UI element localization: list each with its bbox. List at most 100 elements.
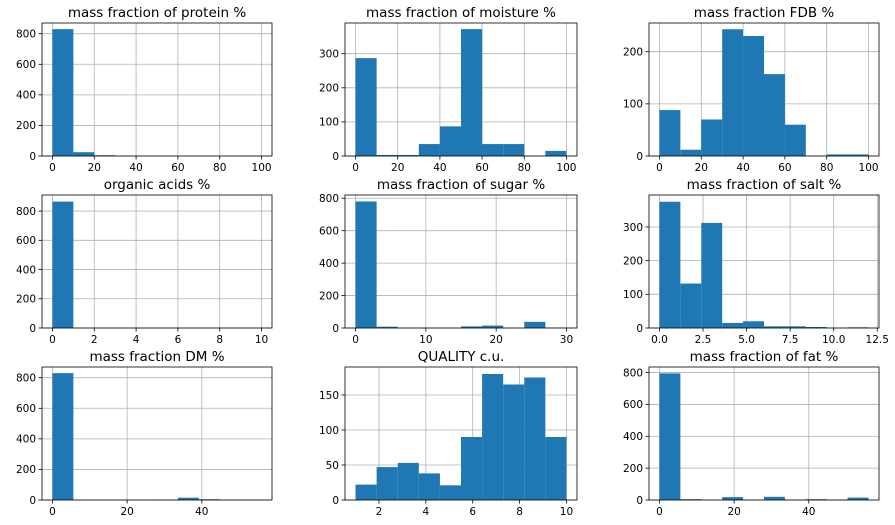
y-tick-label: 200	[623, 255, 643, 267]
histogram-bar	[743, 321, 764, 328]
axes-frame	[41, 366, 273, 501]
histogram-bar	[659, 110, 681, 156]
histogram-bar	[461, 326, 483, 328]
y-tick-label: 0	[29, 151, 36, 163]
axes-frame	[648, 194, 880, 329]
x-tick-label: 0	[49, 506, 56, 518]
y-tick-label: 300	[623, 222, 643, 234]
axes-frame	[344, 22, 578, 157]
histogram-bar	[524, 377, 546, 500]
histogram-bar	[680, 283, 702, 328]
histogram-bar	[784, 326, 806, 328]
x-tick-label: 80	[213, 162, 226, 174]
subplot-5: 0 10 20 30 0 200 400 600 800 mass fraction of sug…	[319, 177, 578, 346]
histogram-bar	[701, 119, 723, 156]
histogram-bar	[743, 36, 764, 156]
histogram-bar	[764, 74, 785, 156]
y-tick-label: 400	[319, 258, 339, 270]
axes-frame	[41, 22, 273, 157]
histogram-bar	[482, 325, 504, 328]
histogram-bar	[826, 154, 848, 156]
subplot-2: 0 20 40 60 80 100 0 100 200 300 mass fraction of m…	[319, 5, 578, 174]
x-tick-label: 100	[859, 162, 879, 174]
histogram-bar	[805, 326, 827, 328]
y-tick-label: 600	[16, 403, 36, 415]
histogram-bar	[524, 321, 546, 328]
x-tick-label: 40	[129, 162, 142, 174]
x-tick-label: 0	[656, 506, 663, 518]
histogram-bar	[482, 144, 504, 156]
y-tick-label: 0	[636, 495, 643, 507]
subplot-title: mass fraction FDB %	[694, 5, 835, 21]
histogram-bar	[764, 326, 785, 328]
y-tick-label: 800	[16, 29, 36, 41]
x-tick-label: 4	[133, 334, 140, 346]
histogram-bar	[52, 373, 74, 500]
x-tick-label: 12.5	[866, 334, 889, 346]
histogram-bar	[52, 29, 74, 156]
x-tick-label: 60	[171, 162, 184, 174]
x-tick-label: 8	[516, 506, 523, 518]
axes-frame	[648, 366, 880, 501]
x-tick-label: 5.0	[738, 334, 755, 346]
subplot-title: mass fraction of moisture %	[366, 5, 556, 21]
subplot-title: mass fraction DM %	[89, 349, 224, 365]
axes-frame	[344, 194, 578, 329]
histogram-bar	[503, 144, 525, 156]
y-tick-label: 400	[623, 431, 643, 443]
y-tick-label: 200	[623, 463, 643, 475]
y-tick-label: 400	[16, 434, 36, 446]
x-tick-label: 0.0	[651, 334, 668, 346]
y-tick-label: 800	[319, 193, 339, 205]
x-tick-label: 2.5	[695, 334, 712, 346]
histogram-bar	[397, 154, 419, 156]
histogram-bar	[545, 150, 567, 156]
subplot-3: 0 20 40 60 80 100 0 100 200 mass fraction FDB %	[623, 5, 880, 174]
y-tick-label: 200	[623, 46, 643, 58]
subplot-title: mass fraction of protein %	[68, 5, 247, 21]
y-tick-label: 0	[29, 495, 36, 507]
x-tick-label: 2	[376, 506, 383, 518]
y-tick-label: 200	[319, 290, 339, 302]
y-tick-label: 100	[623, 289, 643, 301]
x-tick-label: 20	[391, 162, 404, 174]
x-tick-label: 20	[120, 506, 133, 518]
y-tick-label: 400	[16, 90, 36, 102]
histogram-bar	[701, 222, 723, 328]
subplot-title: mass fraction of sugar %	[377, 177, 546, 193]
x-tick-label: 6	[175, 334, 182, 346]
y-tick-label: 600	[16, 235, 36, 247]
histogram-bar	[722, 497, 744, 500]
x-tick-label: 40	[736, 162, 749, 174]
histogram-bar	[52, 201, 74, 328]
histogram-bar	[418, 144, 440, 156]
y-tick-label: 200	[319, 83, 339, 95]
y-tick-label: 600	[319, 225, 339, 237]
x-tick-label: 10	[419, 334, 432, 346]
histogram-bar	[482, 374, 504, 500]
y-tick-label: 200	[16, 120, 36, 132]
y-tick-label: 200	[16, 294, 36, 306]
histogram-bar	[177, 497, 199, 500]
subplot-title: mass fraction of salt %	[687, 177, 842, 193]
x-tick-label: 0	[656, 162, 663, 174]
histogram-bar	[503, 384, 525, 500]
y-tick-label: 0	[332, 151, 339, 163]
x-tick-label: 20	[88, 162, 101, 174]
histogram-bar	[680, 149, 702, 156]
histogram-bar	[659, 201, 681, 328]
histogram-bar	[461, 437, 483, 500]
histogram-bar	[355, 201, 377, 328]
x-tick-label: 40	[433, 162, 446, 174]
x-tick-label: 2	[91, 334, 98, 346]
x-tick-label: 10	[560, 506, 573, 518]
y-tick-label: 50	[326, 460, 339, 472]
y-tick-label: 200	[16, 464, 36, 476]
histogram-bar	[418, 473, 440, 500]
axes-frame	[41, 194, 273, 329]
subplot-title: QUALITY c.u.	[418, 349, 505, 365]
x-tick-label: 20	[489, 334, 502, 346]
histogram-bar	[439, 126, 461, 156]
x-tick-label: 10	[255, 334, 268, 346]
